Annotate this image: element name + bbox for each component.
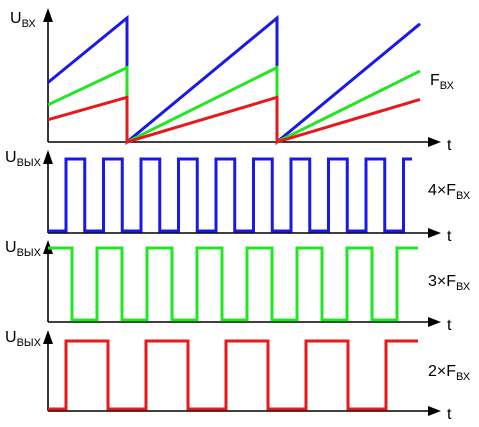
square-red-series: [48, 339, 418, 411]
input-panel: UВХ t FВХ: [10, 8, 455, 154]
out4-x-arrow: [428, 228, 441, 238]
output-panel-3x: UВЫХ t 3×FВХ: [5, 239, 471, 334]
u-out-label-2: UВЫХ: [5, 239, 42, 259]
t-label-2: t: [447, 228, 452, 245]
t-label-4: t: [447, 406, 452, 423]
input-y-arrow: [43, 8, 53, 22]
u-out-label-1: UВЫХ: [5, 149, 42, 169]
u-out-label-3: UВЫХ: [5, 329, 42, 349]
square-green-series: [48, 246, 418, 322]
input-x-arrow: [428, 137, 441, 147]
f-in-label: FВХ: [430, 72, 455, 92]
t-label-1: t: [447, 137, 452, 154]
t-label-3: t: [447, 317, 452, 334]
f3-label: 3×FВХ: [428, 273, 471, 293]
saw-red-series: [47, 95, 421, 145]
saw-green-series: [47, 65, 421, 145]
out2-y-arrow: [43, 330, 53, 344]
saw-blue-series: [47, 14, 421, 146]
square-blue-series: [48, 157, 412, 233]
f2-label: 2×FВХ: [428, 363, 471, 383]
out3-x-arrow: [428, 317, 441, 327]
output-panel-4x: UВЫХ t 4×FВХ: [5, 149, 471, 245]
out4-y-arrow: [43, 150, 53, 164]
output-panel-2x: UВЫХ t 2×FВХ: [5, 329, 471, 423]
out2-x-arrow: [428, 406, 441, 416]
f4-label: 4×FВХ: [428, 182, 471, 202]
u-in-label: UВХ: [10, 10, 36, 30]
